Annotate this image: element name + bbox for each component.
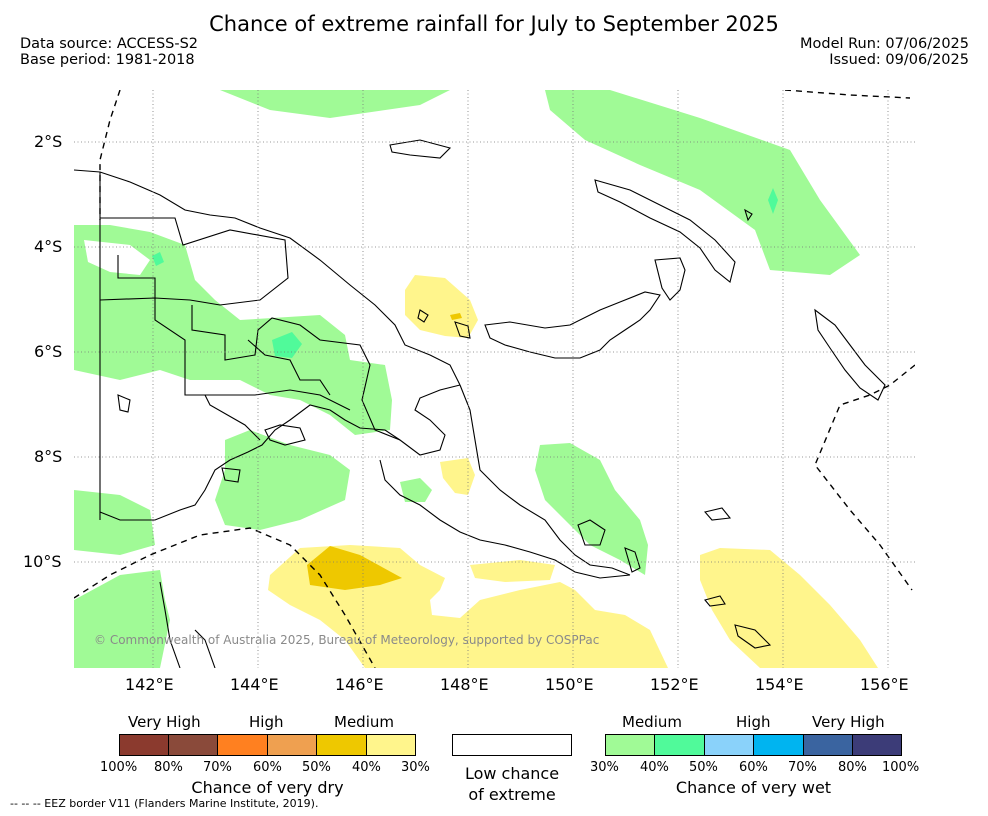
dry-tick-40: 40% bbox=[352, 760, 381, 775]
wet-tick-30: 30% bbox=[590, 760, 619, 775]
low-chance-line2: of extreme bbox=[468, 785, 556, 804]
dry-swatch-70-60 bbox=[217, 734, 268, 756]
wet-caption: Chance of very wet bbox=[675, 778, 832, 797]
lat-label-2s: 2°S bbox=[34, 132, 63, 151]
wet-swatch-70-80 bbox=[803, 734, 853, 756]
dry-swatch-60-50 bbox=[267, 734, 317, 756]
wet-swatch-40-50 bbox=[654, 734, 705, 756]
lon-label-150e: 150°E bbox=[545, 675, 594, 694]
model-run-label: Model Run: 07/06/2025 bbox=[799, 36, 969, 52]
dry-swatch-80-70 bbox=[168, 734, 218, 756]
data-source-label: Data source: ACCESS-S2 bbox=[20, 36, 199, 52]
lat-label-10s: 10°S bbox=[23, 552, 62, 571]
wet-swatch-50-60 bbox=[704, 734, 754, 756]
wet-tick-50: 50% bbox=[689, 760, 718, 775]
low-chance-swatch bbox=[452, 734, 572, 756]
eez-footnote: -- -- -- EEZ border V11 (Flanders Marine… bbox=[10, 797, 319, 810]
coastlines bbox=[74, 139, 886, 668]
wet-swatch-30-40 bbox=[605, 734, 655, 756]
lon-label-148e: 148°E bbox=[440, 675, 489, 694]
wet-tick-70: 70% bbox=[788, 760, 817, 775]
wet-tick-100: 100% bbox=[882, 760, 920, 775]
wet-swatch-60-70 bbox=[753, 734, 804, 756]
wet-tick-60: 60% bbox=[739, 760, 768, 775]
wet-group-medium: Medium bbox=[622, 713, 682, 731]
eez-borders bbox=[74, 90, 915, 668]
lat-label-6s: 6°S bbox=[34, 342, 63, 361]
dry-medium-regions bbox=[307, 313, 462, 590]
dry-swatch-50-40 bbox=[316, 734, 367, 756]
lat-label-8s: 8°S bbox=[34, 447, 63, 466]
dry-group-very-high: Very High bbox=[128, 713, 201, 731]
wet-swatch-80-100 bbox=[852, 734, 902, 756]
lon-label-142e: 142°E bbox=[125, 675, 174, 694]
dry-tick-60: 60% bbox=[253, 760, 282, 775]
dry-group-medium: Medium bbox=[334, 713, 394, 731]
wet-group-high: High bbox=[736, 713, 771, 731]
dry-swatch-100-80 bbox=[119, 734, 169, 756]
lon-label-152e: 152°E bbox=[650, 675, 699, 694]
lon-label-154e: 154°E bbox=[755, 675, 804, 694]
lon-label-146e: 146°E bbox=[335, 675, 384, 694]
dry-swatch-40-30 bbox=[366, 734, 416, 756]
issued-label: Issued: 09/06/2025 bbox=[829, 52, 969, 68]
gridlines bbox=[74, 90, 915, 668]
dry-tick-50: 50% bbox=[302, 760, 331, 775]
lat-label-4s: 4°S bbox=[34, 237, 63, 256]
dry-group-high: High bbox=[249, 713, 284, 731]
dry-tick-70: 70% bbox=[203, 760, 232, 775]
wet-tick-40: 40% bbox=[640, 760, 669, 775]
dry-tick-80: 80% bbox=[154, 760, 183, 775]
dry-caption: Chance of very dry bbox=[191, 778, 344, 797]
dry-tick-100: 100% bbox=[100, 760, 138, 775]
copyright-notice: © Commonwealth of Australia 2025, Bureau… bbox=[94, 633, 600, 647]
low-chance-line1: Low chance bbox=[464, 764, 560, 783]
map-title: Chance of extreme rainfall for July to S… bbox=[209, 12, 779, 36]
wet-medium-high-regions bbox=[152, 188, 778, 358]
lon-label-156e: 156°E bbox=[860, 675, 909, 694]
wet-group-very-high: Very High bbox=[812, 713, 885, 731]
lon-label-144e: 144°E bbox=[230, 675, 279, 694]
dry-tick-30: 30% bbox=[401, 760, 430, 775]
base-period-label: Base period: 1981-2018 bbox=[20, 52, 195, 68]
wet-tick-80: 80% bbox=[838, 760, 867, 775]
